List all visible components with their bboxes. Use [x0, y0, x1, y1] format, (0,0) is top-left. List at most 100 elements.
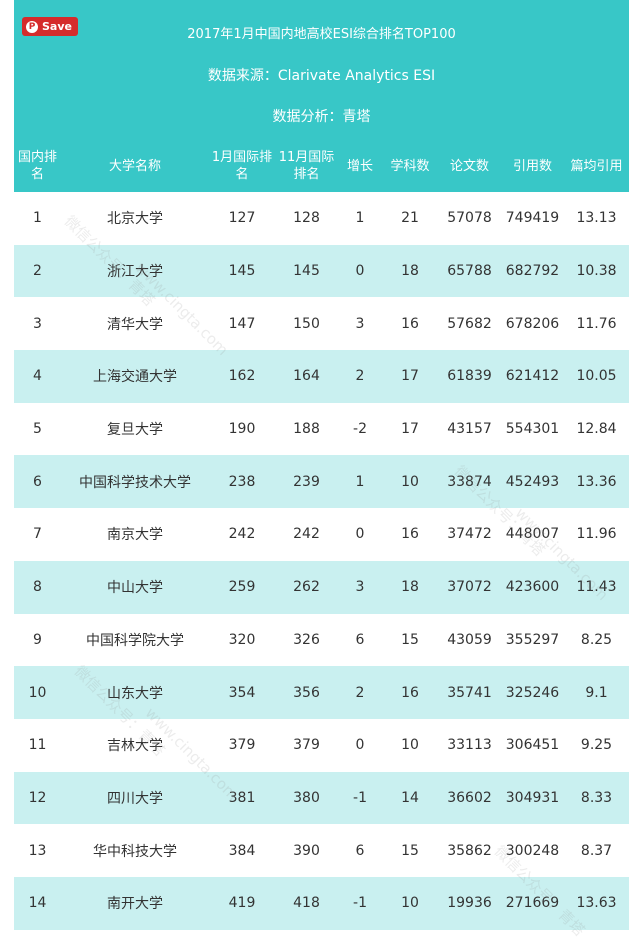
cell-nov-intl-rank: 150 [293, 315, 320, 332]
cell-citations-per-paper: 10.05 [576, 368, 617, 385]
cell-university: 复旦大学 [107, 422, 163, 439]
cell-growth: 6 [355, 842, 365, 859]
cell-rank: 12 [28, 789, 47, 806]
col-header-nov-intl-rank: 11月国际排名 [278, 150, 335, 182]
cell-rank: 6 [33, 473, 42, 490]
table-row: 10 山东大学 354 356 2 16 35741 325246 9.1 [14, 666, 629, 719]
cell-subjects: 16 [401, 315, 419, 332]
cell-growth: 0 [355, 263, 365, 280]
cell-growth: 3 [355, 315, 365, 332]
cell-citations: 423600 [505, 579, 560, 596]
cell-nov-intl-rank: 262 [293, 579, 320, 596]
cell-university: 中国科学技术大学 [79, 474, 191, 491]
cell-papers: 33113 [447, 737, 492, 754]
cell-citations: 325246 [505, 684, 560, 701]
cell-rank: 10 [28, 684, 47, 701]
table-row: 5 复旦大学 190 188 -2 17 43157 554301 12.84 [14, 402, 629, 456]
table-row: 2 浙江大学 145 145 0 18 65788 682792 10.38 [14, 244, 629, 298]
cell-growth: 1 [355, 473, 365, 490]
cell-citations: 355297 [505, 631, 560, 648]
cell-subjects: 17 [401, 368, 419, 385]
cell-citations-per-paper: 11.43 [576, 579, 617, 596]
cell-university: 浙江大学 [107, 264, 163, 281]
cell-nov-intl-rank: 380 [293, 789, 320, 806]
cell-growth: 0 [355, 737, 365, 754]
cell-growth: 6 [355, 631, 365, 648]
cell-rank: 2 [33, 263, 42, 280]
cell-citations-per-paper: 11.76 [576, 315, 617, 332]
cell-jan-intl-rank: 162 [228, 368, 256, 385]
cell-citations-per-paper: 13.13 [576, 210, 617, 227]
cell-papers: 37472 [447, 526, 492, 543]
cell-jan-intl-rank: 379 [228, 737, 256, 754]
table-row: 14 南开大学 419 418 -1 10 19936 271669 13.63 [14, 876, 629, 930]
table-row: 3 清华大学 147 150 3 16 57682 678206 11.76 [14, 297, 629, 351]
cell-university: 中国科学院大学 [86, 632, 184, 649]
cell-rank: 1 [33, 210, 42, 227]
cell-jan-intl-rank: 384 [228, 842, 256, 859]
cell-growth: 2 [355, 368, 365, 385]
pinterest-save-button[interactable]: P Save [22, 17, 78, 36]
cell-university: 中山大学 [107, 580, 163, 597]
cell-jan-intl-rank: 381 [228, 789, 256, 806]
cell-papers: 37072 [447, 579, 492, 596]
cell-nov-intl-rank: 379 [293, 737, 320, 754]
cell-citations: 306451 [505, 737, 560, 754]
table-row: 7 南京大学 242 242 0 16 37472 448007 11.96 [14, 508, 629, 561]
cell-subjects: 10 [401, 473, 419, 490]
table-row: 11 吉林大学 379 379 0 10 33113 306451 9.25 [14, 718, 629, 772]
cell-nov-intl-rank: 418 [293, 895, 320, 912]
col-header-rank: 国内排名 [17, 150, 57, 182]
cell-rank: 8 [33, 579, 42, 596]
cell-subjects: 18 [401, 579, 419, 596]
cell-rank: 9 [33, 631, 42, 648]
cell-papers: 61839 [447, 368, 492, 385]
cell-jan-intl-rank: 419 [228, 895, 256, 912]
cell-nov-intl-rank: 242 [293, 526, 320, 543]
cell-subjects: 21 [401, 210, 419, 227]
cell-nov-intl-rank: 164 [293, 368, 320, 385]
cell-university: 北京大学 [107, 211, 163, 228]
cell-nov-intl-rank: 390 [293, 842, 320, 859]
cell-university: 山东大学 [107, 685, 163, 702]
col-header-university: 大学名称 [108, 158, 161, 174]
col-header-jan-intl-rank: 1月国际排名 [211, 150, 273, 182]
save-label: Save [42, 20, 72, 33]
cell-papers: 57078 [447, 210, 492, 227]
cell-citations-per-paper: 8.37 [580, 842, 613, 859]
cell-growth: 3 [355, 579, 365, 596]
cell-nov-intl-rank: 145 [293, 263, 320, 280]
cell-subjects: 10 [401, 895, 419, 912]
cell-university: 上海交通大学 [93, 369, 177, 386]
cell-nov-intl-rank: 128 [293, 210, 320, 227]
cell-jan-intl-rank: 127 [228, 210, 256, 227]
cell-jan-intl-rank: 259 [228, 579, 256, 596]
col-header-papers: 论文数 [449, 158, 489, 174]
col-header-subjects: 学科数 [390, 158, 430, 174]
cell-subjects: 17 [401, 421, 419, 438]
cell-papers: 19936 [447, 895, 492, 912]
cell-university: 华中科技大学 [93, 843, 177, 860]
cell-citations: 300248 [505, 842, 560, 859]
col-header-growth: 增长 [346, 158, 373, 174]
table-header-row: 国内排名 大学名称 1月国际排名 11月国际排名 增长 学科数 论文数 引用数 … [14, 140, 629, 192]
cell-growth: 2 [355, 684, 365, 701]
cell-citations-per-paper: 9.25 [580, 737, 613, 754]
cell-citations-per-paper: 13.63 [576, 895, 617, 912]
table-row: 4 上海交通大学 162 164 2 17 61839 621412 10.05 [14, 350, 629, 403]
table-row: 9 中国科学院大学 320 326 6 15 43059 355297 8.25 [14, 613, 629, 667]
cell-rank: 11 [28, 737, 47, 754]
cell-growth: 0 [355, 526, 365, 543]
cell-subjects: 14 [401, 789, 419, 806]
cell-citations-per-paper: 13.36 [576, 473, 617, 490]
cell-nov-intl-rank: 356 [293, 684, 320, 701]
ranking-table: 国内排名 大学名称 1月国际排名 11月国际排名 增长 学科数 论文数 引用数 … [14, 140, 629, 930]
cell-jan-intl-rank: 238 [228, 473, 256, 490]
cell-growth: -1 [353, 789, 367, 806]
cell-papers: 35862 [447, 842, 492, 859]
cell-papers: 35741 [447, 684, 492, 701]
cell-university: 南京大学 [107, 527, 163, 544]
cell-citations: 621412 [505, 368, 560, 385]
cell-subjects: 16 [401, 684, 419, 701]
cell-citations: 271669 [505, 895, 560, 912]
